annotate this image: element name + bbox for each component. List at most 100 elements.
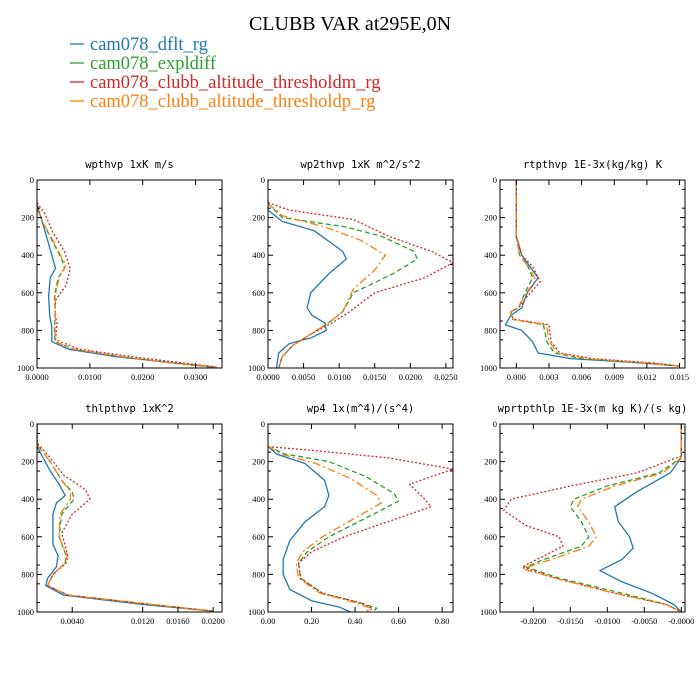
chart-panel: rtpthvp 1E-3x(kg/kg) K 0 200 400 600 800 1000 0… bbox=[480, 159, 689, 382]
y-tick-label: 200 bbox=[21, 457, 34, 467]
plot-frame bbox=[36, 423, 223, 613]
y-tick-label: 1000 bbox=[248, 607, 265, 617]
y-tick-label: 400 bbox=[484, 494, 497, 504]
y-tick-label: 600 bbox=[21, 288, 34, 298]
series-line bbox=[268, 446, 351, 612]
legend-label: cam078_clubb_altitude_thresholdp_rg bbox=[90, 92, 375, 112]
y-tick-label: 200 bbox=[484, 457, 497, 467]
y-tick-label: 0 bbox=[493, 419, 497, 429]
x-tick-label: 0.0200 bbox=[131, 372, 154, 382]
x-tick-label: 0.80 bbox=[435, 616, 450, 626]
x-tick-label: 0.015 bbox=[670, 372, 689, 382]
y-tick-label: 400 bbox=[252, 494, 265, 504]
x-tick-label: 0.0160 bbox=[166, 616, 189, 626]
series-line bbox=[268, 203, 387, 368]
y-tick-label: 1000 bbox=[480, 607, 497, 617]
y-tick-label: 400 bbox=[252, 250, 265, 260]
x-tick-label: 0.0200 bbox=[202, 616, 225, 626]
series-line bbox=[268, 446, 382, 612]
panel-title: wpthvp 1xK m/s bbox=[85, 159, 174, 171]
plot-frame bbox=[499, 423, 686, 613]
y-tick-label: 200 bbox=[21, 213, 34, 223]
y-tick-label: 0 bbox=[261, 175, 265, 185]
x-tick-label: 0.0000 bbox=[25, 372, 48, 382]
x-tick-label: 0.0040 bbox=[61, 616, 84, 626]
y-tick-label: 400 bbox=[21, 494, 34, 504]
y-tick-label: 200 bbox=[252, 213, 265, 223]
panel-title: thlpthvp 1xK^2 bbox=[85, 403, 174, 415]
y-tick-label: 600 bbox=[252, 532, 265, 542]
y-tick-label: 1000 bbox=[480, 363, 497, 373]
x-tick-label: -0.0100 bbox=[594, 616, 620, 626]
y-tick-label: 1000 bbox=[17, 363, 34, 373]
legend-label: cam078_clubb_altitude_thresholdm_rg bbox=[90, 73, 380, 93]
y-tick-label: 400 bbox=[484, 250, 497, 260]
x-tick-label: 0.0120 bbox=[131, 616, 154, 626]
chart-panel: thlpthvp 1xK^2 0 200 400 600 800 1000 0.0040 0.0… bbox=[17, 403, 225, 626]
panel-title: wp2thvp 1xK m^2/s^2 bbox=[300, 159, 420, 171]
series-line bbox=[510, 180, 680, 367]
x-tick-label: -0.0000 bbox=[668, 616, 694, 626]
y-tick-label: 600 bbox=[484, 532, 497, 542]
y-tick-label: 0 bbox=[493, 175, 497, 185]
x-tick-label: 0.0300 bbox=[184, 372, 207, 382]
y-tick-label: 400 bbox=[21, 250, 34, 260]
chart-panel: wp2thvp 1xK m^2/s^2020040060080010000.00… bbox=[248, 159, 458, 382]
plot-frame bbox=[267, 179, 454, 369]
series-line bbox=[510, 180, 680, 367]
x-tick-label: 0.40 bbox=[348, 616, 363, 626]
x-tick-label: 0.0200 bbox=[399, 372, 422, 382]
x-tick-label: 0.0000 bbox=[256, 372, 279, 382]
x-tick-label: 0.009 bbox=[605, 372, 624, 382]
y-tick-label: 200 bbox=[252, 457, 265, 467]
series-line bbox=[37, 424, 214, 612]
x-tick-label: 0.0250 bbox=[434, 372, 457, 382]
x-tick-label: -0.0200 bbox=[520, 616, 546, 626]
legend-label: cam078_expldiff bbox=[90, 54, 217, 74]
y-tick-label: 800 bbox=[252, 569, 265, 579]
series-line bbox=[268, 201, 453, 368]
x-tick-label: 0.0050 bbox=[292, 372, 315, 382]
plot-frame bbox=[36, 179, 223, 369]
series-line bbox=[521, 424, 682, 612]
x-tick-label: 0.003 bbox=[539, 372, 558, 382]
series-line bbox=[510, 180, 680, 367]
x-tick-label: -0.0050 bbox=[631, 616, 657, 626]
x-tick-label: 0.60 bbox=[391, 616, 406, 626]
x-tick-label: 0.012 bbox=[637, 372, 656, 382]
y-tick-label: 800 bbox=[252, 325, 265, 335]
plot-frame bbox=[267, 423, 454, 613]
x-tick-label: 0.0100 bbox=[327, 372, 350, 382]
y-tick-label: 1000 bbox=[248, 363, 265, 373]
x-tick-label: 0.20 bbox=[304, 616, 319, 626]
y-tick-label: 0 bbox=[261, 419, 265, 429]
y-tick-label: 800 bbox=[484, 569, 497, 579]
y-tick-label: 600 bbox=[484, 288, 497, 298]
x-tick-label: 0.0100 bbox=[78, 372, 101, 382]
y-tick-label: 0 bbox=[30, 175, 34, 185]
series-line bbox=[525, 424, 682, 612]
y-tick-label: 800 bbox=[484, 325, 497, 335]
panel-title: wp4 1x(m^4)/(s^4) bbox=[307, 403, 414, 415]
y-tick-label: 200 bbox=[484, 213, 497, 223]
x-tick-label: 0.00 bbox=[261, 616, 276, 626]
series-line bbox=[268, 445, 453, 612]
figure-title: CLUBB VAR at295E,0N bbox=[249, 13, 451, 35]
y-tick-label: 800 bbox=[21, 569, 34, 579]
panel-title: wprtpthlp 1E-3x(m kg K)/(s kg) bbox=[498, 403, 688, 415]
legend: cam078_dflt_rgcam078_expldiffcam078_club… bbox=[70, 35, 380, 112]
x-tick-label: 0.0150 bbox=[363, 372, 386, 382]
series-line bbox=[37, 207, 217, 368]
x-tick-label: -0.0150 bbox=[557, 616, 583, 626]
legend-label: cam078_dflt_rg bbox=[90, 35, 208, 55]
panel-title: rtpthvp 1E-3x(kg/kg) K bbox=[523, 159, 663, 171]
series-line bbox=[599, 424, 682, 612]
series-line bbox=[37, 204, 217, 368]
x-tick-label: 0.006 bbox=[572, 372, 591, 382]
y-tick-label: 1000 bbox=[17, 607, 34, 617]
y-tick-label: 800 bbox=[21, 325, 34, 335]
